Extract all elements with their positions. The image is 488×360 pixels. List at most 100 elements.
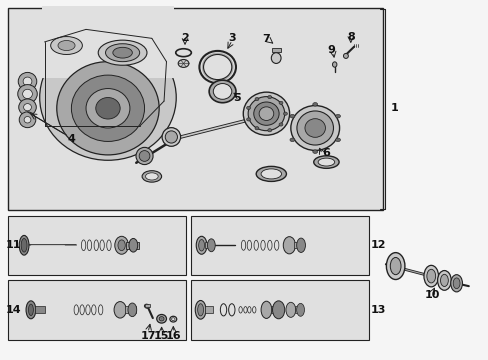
Ellipse shape bbox=[305, 119, 325, 137]
Ellipse shape bbox=[71, 75, 144, 141]
Ellipse shape bbox=[197, 304, 203, 316]
Ellipse shape bbox=[213, 84, 231, 99]
Ellipse shape bbox=[145, 173, 158, 180]
Ellipse shape bbox=[440, 274, 447, 287]
Ellipse shape bbox=[160, 318, 162, 320]
Ellipse shape bbox=[289, 138, 294, 141]
Ellipse shape bbox=[207, 239, 215, 252]
Text: 16: 16 bbox=[165, 331, 181, 341]
Ellipse shape bbox=[113, 47, 132, 58]
Bar bbox=[295, 306, 303, 314]
Text: 10: 10 bbox=[424, 291, 439, 301]
Ellipse shape bbox=[144, 304, 149, 308]
Ellipse shape bbox=[279, 123, 283, 126]
Ellipse shape bbox=[267, 129, 271, 132]
Bar bbox=[190, 216, 368, 275]
Bar bbox=[8, 8, 383, 211]
Bar bbox=[293, 242, 304, 248]
Ellipse shape bbox=[296, 111, 333, 145]
Text: 6: 6 bbox=[322, 148, 330, 158]
Ellipse shape bbox=[296, 238, 305, 252]
Ellipse shape bbox=[389, 257, 400, 275]
Ellipse shape bbox=[209, 80, 236, 103]
Bar bbox=[205, 242, 214, 248]
Bar bbox=[35, 306, 44, 314]
Text: 7: 7 bbox=[262, 34, 270, 44]
Ellipse shape bbox=[58, 41, 75, 50]
Ellipse shape bbox=[196, 236, 206, 254]
Ellipse shape bbox=[118, 240, 125, 251]
Text: 5: 5 bbox=[233, 93, 241, 103]
Ellipse shape bbox=[21, 238, 27, 252]
Ellipse shape bbox=[162, 128, 180, 146]
Ellipse shape bbox=[142, 171, 161, 182]
Ellipse shape bbox=[296, 303, 304, 316]
Ellipse shape bbox=[313, 156, 338, 168]
Ellipse shape bbox=[105, 44, 140, 62]
Bar bbox=[125, 306, 136, 314]
Ellipse shape bbox=[57, 62, 159, 155]
Ellipse shape bbox=[343, 53, 347, 58]
Ellipse shape bbox=[243, 92, 289, 135]
Ellipse shape bbox=[426, 269, 435, 283]
Ellipse shape bbox=[24, 117, 31, 123]
Ellipse shape bbox=[452, 278, 459, 289]
Ellipse shape bbox=[51, 37, 82, 54]
Ellipse shape bbox=[289, 114, 294, 118]
Ellipse shape bbox=[129, 238, 138, 252]
Ellipse shape bbox=[247, 96, 284, 131]
Ellipse shape bbox=[254, 98, 258, 101]
Bar bbox=[8, 280, 185, 339]
Ellipse shape bbox=[159, 317, 163, 321]
Ellipse shape bbox=[128, 303, 137, 317]
Text: 4: 4 bbox=[67, 134, 75, 144]
Ellipse shape bbox=[28, 304, 33, 316]
Bar bbox=[204, 306, 213, 314]
Ellipse shape bbox=[283, 112, 287, 115]
Ellipse shape bbox=[96, 98, 120, 119]
Ellipse shape bbox=[165, 131, 177, 143]
Ellipse shape bbox=[23, 104, 31, 111]
Ellipse shape bbox=[256, 166, 286, 181]
Ellipse shape bbox=[272, 301, 284, 319]
Bar bbox=[271, 48, 280, 52]
Ellipse shape bbox=[86, 89, 130, 128]
Text: 13: 13 bbox=[369, 305, 385, 315]
Text: 14: 14 bbox=[5, 305, 21, 315]
Ellipse shape bbox=[253, 102, 279, 125]
Ellipse shape bbox=[195, 301, 205, 319]
Text: 12: 12 bbox=[369, 240, 385, 250]
Ellipse shape bbox=[312, 103, 317, 106]
Ellipse shape bbox=[98, 40, 147, 65]
Ellipse shape bbox=[261, 301, 271, 319]
Ellipse shape bbox=[271, 53, 281, 63]
Ellipse shape bbox=[279, 101, 283, 104]
Ellipse shape bbox=[259, 107, 273, 121]
Ellipse shape bbox=[114, 302, 126, 318]
Bar bbox=[126, 242, 139, 249]
Ellipse shape bbox=[267, 95, 271, 99]
Ellipse shape bbox=[335, 114, 340, 118]
Ellipse shape bbox=[19, 235, 29, 255]
Ellipse shape bbox=[115, 236, 128, 254]
Ellipse shape bbox=[18, 85, 37, 103]
Bar bbox=[42, 6, 173, 78]
Ellipse shape bbox=[254, 127, 258, 130]
Ellipse shape bbox=[332, 62, 336, 67]
Ellipse shape bbox=[450, 275, 462, 292]
Ellipse shape bbox=[312, 150, 317, 153]
Ellipse shape bbox=[18, 72, 37, 90]
Text: 17: 17 bbox=[140, 331, 155, 341]
Ellipse shape bbox=[198, 239, 204, 251]
Text: 9: 9 bbox=[326, 45, 335, 55]
Ellipse shape bbox=[19, 112, 36, 128]
Ellipse shape bbox=[335, 138, 340, 141]
Ellipse shape bbox=[157, 315, 166, 323]
Ellipse shape bbox=[283, 237, 295, 254]
Text: 1: 1 bbox=[390, 103, 398, 113]
Ellipse shape bbox=[178, 59, 188, 67]
Ellipse shape bbox=[285, 302, 295, 318]
Ellipse shape bbox=[203, 54, 231, 80]
Text: 15: 15 bbox=[154, 331, 169, 341]
Text: 2: 2 bbox=[181, 33, 188, 43]
